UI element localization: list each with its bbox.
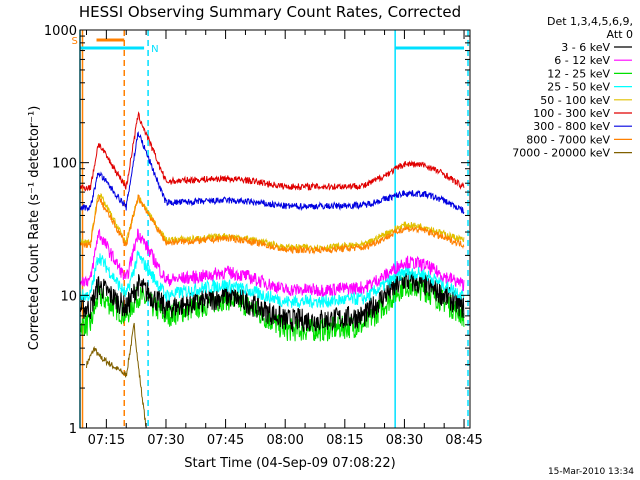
legend-label: 3 - 6 keV (561, 41, 610, 54)
y-tick-label: 10 (60, 289, 77, 304)
x-tick-label: 07:15 (88, 433, 125, 448)
y-tick-label: 1000 (44, 24, 77, 39)
x-tick-label: 07:30 (147, 433, 184, 448)
x-tick-label: 08:45 (445, 433, 482, 448)
legend-label: 100 - 300 keV (533, 107, 610, 120)
flag-label: S (72, 36, 78, 47)
legend-label: 50 - 100 keV (540, 94, 610, 107)
chart-title: HESSI Observing Summary Count Rates, Cor… (79, 3, 461, 21)
series-line (80, 131, 465, 214)
series-line (86, 322, 147, 427)
x-axis: 07:15 07:30 07:45 08:00 08:15 08:30 08:45 (85, 30, 483, 448)
footer-timestamp: 15-Mar-2010 13:34 (548, 467, 634, 477)
series-line (80, 111, 465, 192)
y-axis-label: Corrected Count Rate (s⁻¹ detector⁻¹) (27, 106, 42, 351)
x-tick-label: 08:15 (326, 433, 363, 448)
y-tick-label: 100 (52, 157, 77, 172)
legend-label: 6 - 12 keV (554, 54, 610, 67)
legend-label: 25 - 50 keV (547, 81, 610, 94)
x-tick-label: 08:00 (266, 433, 303, 448)
series-line (80, 271, 465, 333)
series-lines (80, 111, 465, 427)
legend-header: Att 0 (607, 28, 633, 41)
x-axis-label: Start Time (04-Sep-09 07:08:22) (184, 456, 395, 471)
legend-header: Det 1,3,4,5,6,9, (547, 15, 633, 28)
legend-label: 800 - 7000 keV (526, 133, 610, 146)
plot-frame (79, 29, 471, 429)
flag-label: N (151, 44, 158, 55)
y-tick-label: 1 (69, 422, 77, 437)
x-tick-label: 08:30 (386, 433, 423, 448)
series-line (80, 228, 465, 298)
series-line (80, 194, 465, 255)
legend-label: 300 - 800 keV (533, 120, 610, 133)
legend-label: 12 - 25 keV (547, 67, 610, 80)
legend-label: 7000 - 20000 keV (512, 147, 610, 160)
x-tick-label: 07:45 (207, 433, 244, 448)
y-axis: 1 10 100 1000 (44, 24, 470, 437)
